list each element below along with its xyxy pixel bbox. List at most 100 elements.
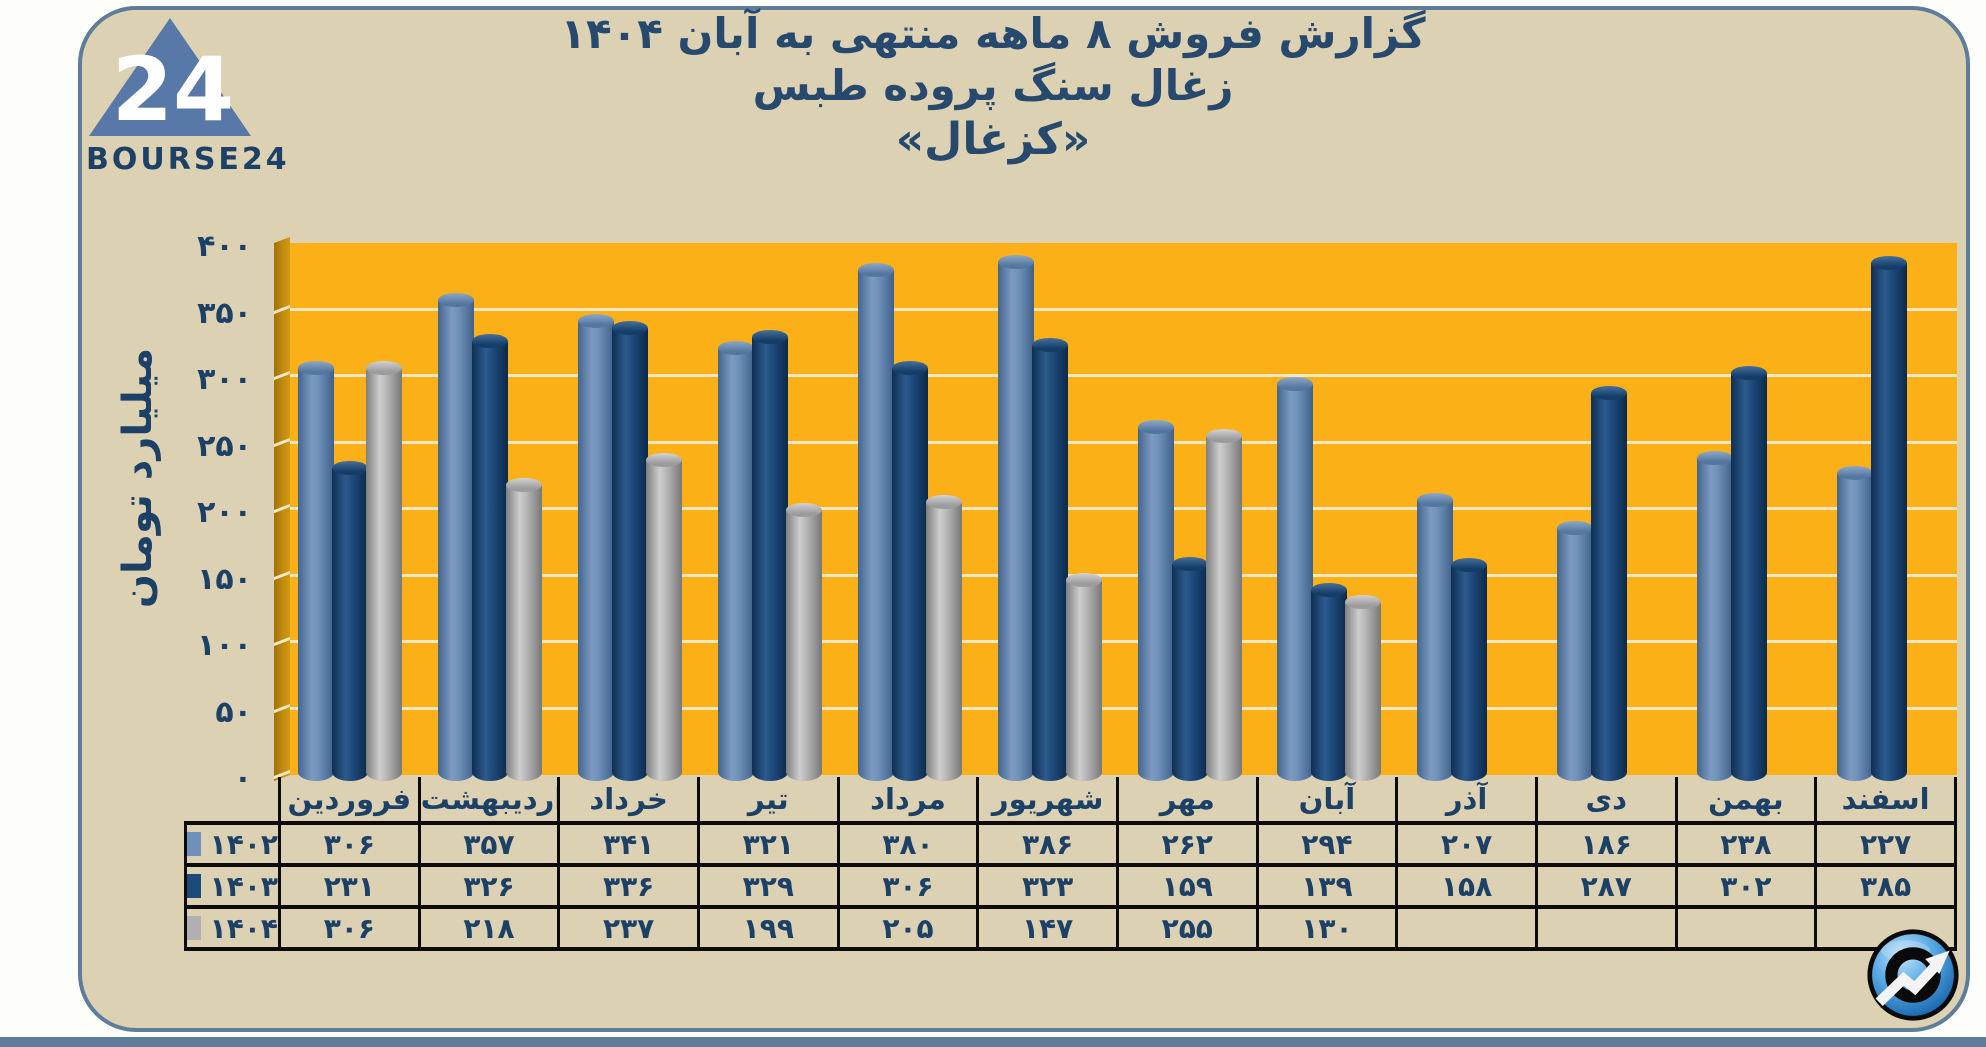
bar-۱۴۰۴-مهر (1205, 428, 1242, 781)
value-cell-۱۴۰۲-مهر: ۲۶۲ (1115, 821, 1259, 867)
bar-cap (437, 293, 474, 308)
bar-cap (577, 314, 614, 329)
bar-cap (1871, 255, 1908, 270)
y-tick-label: ۱۵۰ (197, 561, 252, 597)
month-header: آذر (1395, 777, 1538, 823)
legend-swatch (188, 916, 201, 940)
value-cell-۱۴۰۲-آذر: ۲۰۷ (1395, 821, 1538, 867)
gridline (290, 706, 1957, 710)
bar-۱۴۰۲-آبان (1277, 376, 1314, 781)
legend-year-label: ۱۴۰۴ (209, 911, 278, 945)
value-cell-۱۴۰۴-اردیبهشت: ۲۱۸ (417, 905, 561, 951)
bar-۱۴۰۳-آذر (1451, 557, 1488, 781)
value-cell-۱۴۰۲-تیر: ۳۲۱ (696, 821, 840, 867)
gridline (290, 440, 1957, 444)
legend-cell: ۱۴۰۴ (184, 905, 281, 951)
bar-cap (1451, 557, 1488, 572)
bar-cap (1557, 520, 1594, 535)
bar-۱۴۰۲-اردیبهشت (437, 293, 474, 781)
legend-swatch (188, 832, 201, 856)
bar-۱۴۰۲-اسفند (1837, 466, 1874, 781)
value-cell-۱۴۰۲-اردیبهشت: ۳۵۷ (417, 821, 561, 867)
legend-year-label: ۱۴۰۳ (209, 869, 278, 903)
plot-area (290, 243, 1957, 781)
bourse24-circle-icon (1866, 928, 1960, 1022)
y-tick-label: ۱۰۰ (197, 628, 252, 663)
value-cell-۱۴۰۴-خرداد: ۲۳۷ (557, 905, 700, 951)
bar-cap (1277, 376, 1314, 391)
bar-۱۴۰۲-شهریور (997, 254, 1034, 781)
y-tick-label: ۰ (233, 761, 252, 796)
bar-cap (1137, 419, 1174, 434)
bar-۱۴۰۳-بهمن (1731, 366, 1768, 781)
y-axis-title: میلیارد تومان (115, 347, 161, 609)
bar-cap (857, 262, 894, 277)
bar-۱۴۰۴-خرداد (645, 452, 682, 781)
bar-۱۴۰۳-شهریور (1031, 338, 1068, 781)
value-cell-۱۴۰۲-فروردین: ۳۰۶ (278, 821, 421, 867)
bar-cap (1731, 366, 1768, 381)
value-cell-۱۴۰۳-تیر: ۳۲۹ (696, 863, 840, 909)
axis-wall (274, 237, 290, 781)
value-cell-۱۴۰۴-دی (1534, 905, 1678, 951)
bar-۱۴۰۳-دی (1591, 386, 1628, 781)
bar-۱۴۰۴-فروردین (366, 361, 402, 781)
bar-cap (1171, 556, 1208, 571)
value-cell-۱۴۰۳-مرداد: ۳۰۶ (836, 863, 980, 909)
bar-cap (1697, 451, 1734, 466)
month-header: مرداد (836, 777, 980, 823)
bar-cap (1837, 466, 1874, 481)
bar-۱۴۰۴-اردیبهشت (505, 478, 542, 781)
table-row-۱۴۰۲: ۱۴۰۲ ۳۰۶ ۳۵۷ ۳۴۱ ۳۲۱ ۳۸۰ ۳۸۶ ۲۶۲ ۲۹۴ ۲۰۷ ۱۸۶ ۲۳۸ ۲۲۷ (184, 821, 1957, 867)
table-row-۱۴۰۳: ۱۴۰۳ ۲۳۱ ۳۲۶ ۳۳۶ ۳۲۹ ۳۰۶ ۳۲۳ ۱۵۹ ۱۳۹ ۱۵۸ ۲۸۷ ۳۰۲ ۳۸۵ (184, 863, 1957, 909)
bar-۱۴۰۲-تیر (717, 341, 754, 781)
bar-cap (1417, 492, 1454, 507)
bottom-frame-strip (0, 1037, 1986, 1047)
bar-cap (1311, 583, 1348, 598)
bar-۱۴۰۳-اردیبهشت (471, 334, 508, 781)
value-cell-۱۴۰۳-فروردین: ۲۳۱ (278, 863, 421, 909)
value-cell-۱۴۰۲-خرداد: ۳۴۱ (557, 821, 700, 867)
y-tick-label: ۳۵۰ (197, 295, 252, 331)
month-header: آبان (1255, 777, 1399, 823)
table-row-۱۴۰۴: ۱۴۰۴ ۳۰۶ ۲۱۸ ۲۳۷ ۱۹۹ ۲۰۵ ۱۴۷ ۲۵۵ ۱۳۰ (184, 905, 1957, 951)
value-cell-۱۴۰۲-اسفند: ۲۲۷ (1814, 821, 1957, 867)
month-header: تیر (696, 777, 840, 823)
bar-cap (471, 334, 508, 349)
bar-cap (332, 460, 368, 475)
value-cell-۱۴۰۲-شهریور: ۳۸۶ (976, 821, 1119, 867)
title-line-2: زغال سنگ پروده طبس (752, 61, 1234, 110)
logo-24-mark: 24 (112, 38, 234, 138)
month-header: اردیبهشت (417, 777, 561, 823)
month-header: فروردین (278, 777, 421, 823)
value-cell-۱۴۰۴-مهر: ۲۵۵ (1115, 905, 1259, 951)
bar-۱۴۰۴-تیر (785, 503, 822, 781)
bar-۱۴۰۲-مرداد (857, 262, 894, 781)
legend-header-cell (186, 777, 280, 823)
bar-۱۴۰۲-مهر (1137, 419, 1174, 781)
logo-triangle-icon: 24 (89, 18, 251, 141)
month-header: بهمن (1674, 777, 1818, 823)
bar-۱۴۰۳-آبان (1311, 583, 1348, 781)
month-header: دی (1534, 777, 1678, 823)
value-cell-۱۴۰۴-تیر: ۱۹۹ (696, 905, 840, 951)
bar-۱۴۰۴-مرداد (925, 495, 962, 781)
value-cell-۱۴۰۴-مرداد: ۲۰۵ (836, 905, 980, 951)
legend-swatch (188, 874, 201, 898)
bar-cap (1205, 428, 1242, 443)
data-table: فروردین اردیبهشت خرداد تیر مرداد شهریور مهر آبا… (184, 777, 1957, 951)
value-cell-۱۴۰۴-شهریور: ۱۴۷ (976, 905, 1119, 951)
month-header: مهر (1115, 777, 1259, 823)
bar-cap (997, 254, 1034, 269)
month-header: اسفند (1814, 777, 1957, 823)
gridline (290, 573, 1957, 577)
legend-cell: ۱۴۰۲ (184, 821, 281, 867)
value-cell-۱۴۰۲-مرداد: ۳۸۰ (836, 821, 980, 867)
bar-cap (717, 341, 754, 356)
value-cell-۱۴۰۲-آبان: ۲۹۴ (1255, 821, 1399, 867)
value-cell-۱۴۰۴-آذر (1395, 905, 1538, 951)
bar-۱۴۰۲-خرداد (577, 314, 614, 781)
bar-۱۴۰۴-آبان (1345, 595, 1382, 781)
value-cell-۱۴۰۴-بهمن (1674, 905, 1818, 951)
